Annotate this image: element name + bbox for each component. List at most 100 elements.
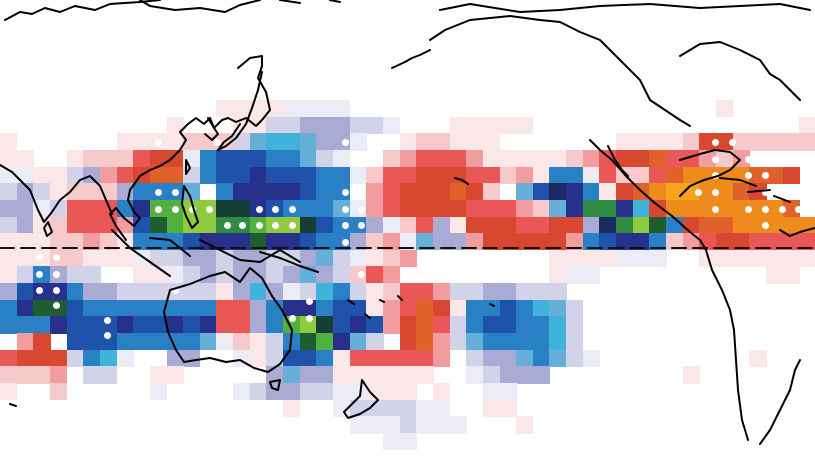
grid-cell xyxy=(599,199,617,218)
grid-cell xyxy=(199,333,218,351)
grid-cell xyxy=(715,133,734,151)
significance-dot xyxy=(761,205,769,213)
grid-cell xyxy=(682,133,700,151)
grid-cell xyxy=(532,299,551,317)
grid-cell xyxy=(416,299,434,317)
grid-cell xyxy=(582,233,600,251)
significance-dot xyxy=(52,270,60,278)
grid-cell xyxy=(183,333,201,351)
grid-cell xyxy=(216,266,234,284)
significance-dot xyxy=(35,286,43,294)
coast-tasmania xyxy=(269,379,281,391)
grid-cell xyxy=(49,216,68,234)
grid-cell xyxy=(249,283,267,301)
grid-cell xyxy=(99,299,118,317)
significance-dot xyxy=(744,205,752,213)
grid-cell xyxy=(765,166,784,184)
grid-cell xyxy=(266,299,284,317)
grid-cell xyxy=(516,216,534,234)
grid-cell xyxy=(799,249,815,268)
grid-cell xyxy=(416,199,434,218)
significance-dot xyxy=(728,138,736,146)
grid-cell xyxy=(715,99,734,118)
grid-cell xyxy=(566,316,584,334)
grid-cell xyxy=(316,333,334,351)
grid-cell xyxy=(333,116,351,134)
significance-dot xyxy=(711,171,719,179)
grid-cell xyxy=(366,349,384,367)
grid-cell xyxy=(349,233,367,251)
grid-cell xyxy=(416,416,434,434)
significance-dot xyxy=(288,221,296,229)
significance-dot xyxy=(341,205,349,213)
grid-cell xyxy=(366,249,384,268)
significance-dot xyxy=(778,188,786,196)
grid-cell xyxy=(499,333,517,351)
grid-cell xyxy=(99,199,118,218)
grid-cell xyxy=(765,199,784,218)
grid-cell xyxy=(166,116,184,134)
grid-cell xyxy=(183,349,201,367)
coast-new-zealand xyxy=(343,379,379,419)
grid-cell xyxy=(466,199,484,218)
grid-cell xyxy=(782,166,800,184)
grid-cell xyxy=(216,333,234,351)
grid-cell xyxy=(233,299,251,317)
grid-cell xyxy=(765,249,784,268)
grid-cell xyxy=(649,249,667,268)
grid-cell xyxy=(432,199,451,218)
grid-cell xyxy=(399,199,417,218)
grid-cell xyxy=(532,233,551,251)
grid-cell xyxy=(299,99,317,118)
grid-cell xyxy=(382,199,401,218)
grid-cell xyxy=(416,333,434,351)
grid-cell xyxy=(382,432,401,451)
grid-cell xyxy=(166,249,184,268)
coast-asia-east xyxy=(109,55,271,241)
grid-cell xyxy=(732,133,750,151)
grid-cell xyxy=(499,383,517,401)
significance-dot xyxy=(188,205,196,213)
grid-cell xyxy=(83,249,101,268)
grid-cell xyxy=(333,333,351,351)
grid-cell xyxy=(699,149,717,168)
significance-dot xyxy=(213,138,221,146)
grid-cell xyxy=(316,216,334,234)
grid-cell xyxy=(749,216,767,234)
grid-cell xyxy=(399,233,417,251)
grid-cell xyxy=(449,316,467,334)
grid-cell xyxy=(166,299,184,317)
significance-dot xyxy=(238,221,246,229)
coast-japan xyxy=(217,71,263,151)
grid-cell xyxy=(449,183,467,201)
grid-cell xyxy=(549,266,567,284)
grid-cell xyxy=(16,366,34,384)
grid-cell xyxy=(366,366,384,384)
grid-cell xyxy=(233,333,251,351)
grid-cell xyxy=(66,349,84,367)
grid-cell xyxy=(316,166,334,184)
significance-dot xyxy=(794,188,802,196)
grid-cell xyxy=(99,366,118,384)
grid-cell xyxy=(316,383,334,401)
grid-cell xyxy=(83,216,101,234)
grid-cell xyxy=(382,316,401,334)
grid-cell xyxy=(499,349,517,367)
grid-cell xyxy=(765,233,784,251)
grid-cell xyxy=(283,233,301,251)
grid-cell xyxy=(233,283,251,301)
grid-cell xyxy=(765,266,784,284)
grid-cell xyxy=(149,283,168,301)
grid-cell xyxy=(532,333,551,351)
grid-cell xyxy=(116,133,134,151)
grid-cell xyxy=(432,166,451,184)
grid-cell xyxy=(133,133,151,151)
grid-cell xyxy=(516,199,534,218)
grid-cell xyxy=(499,316,517,334)
grid-cell xyxy=(299,299,317,317)
grid-cell xyxy=(399,316,417,334)
grid-cell xyxy=(549,349,567,367)
grid-cell xyxy=(33,366,51,384)
grid-cell xyxy=(682,199,700,218)
